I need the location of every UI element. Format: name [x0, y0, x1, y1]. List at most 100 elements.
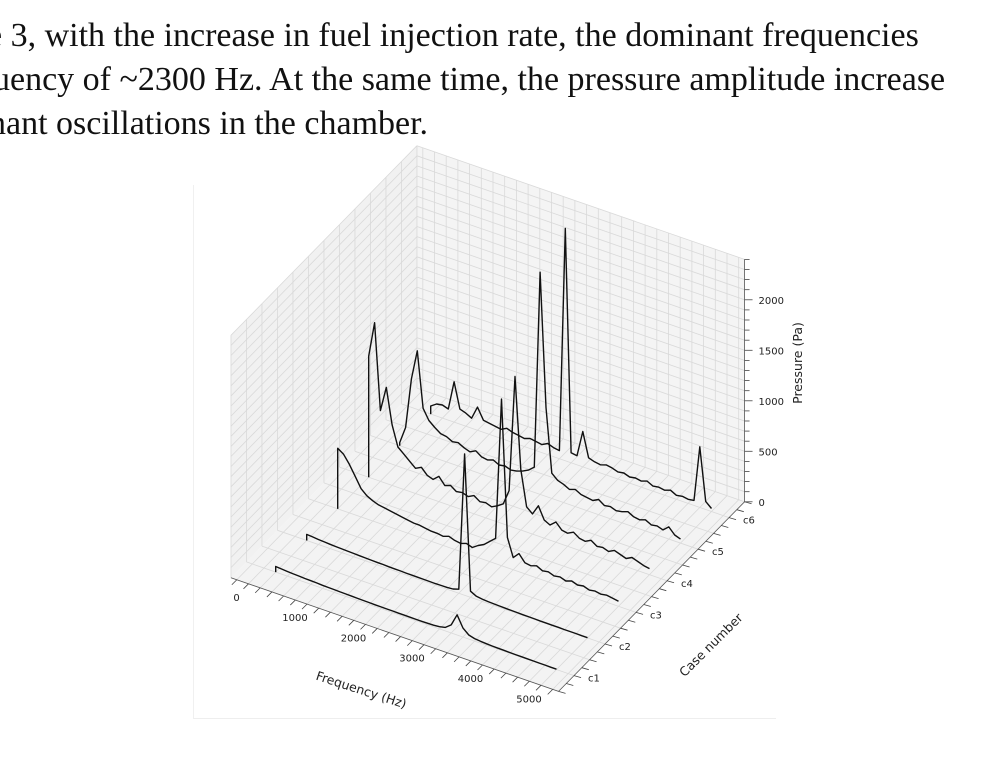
left-wall-gridline: [230, 175, 418, 366]
spectrum-line-c6: [430, 227, 713, 509]
case-tick: [651, 596, 659, 599]
back-wall-gridline: [416, 367, 745, 482]
back-wall-gridline: [416, 246, 745, 361]
left-wall-gridline: [230, 195, 418, 387]
case-tick: [736, 509, 744, 513]
pressure-tick-label: 2000: [759, 296, 784, 307]
frequency-tick: [547, 689, 553, 695]
frequency-tick: [477, 664, 483, 671]
left-wall-gridline: [230, 317, 418, 508]
floor-gridline: [370, 435, 699, 550]
floor-gridline: [292, 514, 621, 629]
case-tick: [682, 564, 690, 568]
back-wall-gridline: [416, 357, 745, 472]
floor-gridline: [339, 466, 668, 582]
frequency-axis-line: [230, 577, 559, 692]
case-tick: [697, 548, 706, 552]
frequency-tick: [500, 672, 507, 679]
paragraph-text: e 3, with the increase in fuel injection…: [0, 0, 1001, 180]
frequency-tick: [231, 579, 238, 586]
case-tick: [659, 588, 667, 592]
frequency-tick: [453, 656, 460, 663]
left-wall-gridline: [230, 256, 418, 447]
case-tick: [721, 525, 729, 528]
back-wall-gridline: [416, 266, 745, 381]
spectrum-line-c2: [306, 453, 588, 639]
paragraph-line: uency of ~2300 Hz. At the same time, the…: [0, 61, 946, 98]
left-wall-gridline: [230, 226, 418, 417]
frequency-tick: [535, 685, 542, 691]
case-tick: [604, 643, 613, 647]
case-tick: [597, 651, 605, 655]
frequency-tick: [360, 624, 366, 630]
frequency-tick-label: 4000: [458, 674, 483, 685]
case-tick-label: c3: [650, 610, 662, 621]
spectrum-line-c1: [275, 565, 557, 670]
back-wall-gridline: [416, 165, 745, 280]
frequency-tick: [524, 680, 530, 687]
case-tick-label: c2: [619, 642, 631, 653]
case-tick: [674, 572, 682, 576]
back-wall-gridline: [416, 205, 745, 321]
frequency-axis-label: Frequency (Hz): [314, 668, 408, 711]
back-wall-gridline: [416, 236, 745, 351]
frequency-tick-label: 1000: [282, 613, 307, 624]
left-wall-gridline: [230, 286, 418, 477]
frequency-tick: [371, 628, 378, 634]
left-wall-gridline: [230, 145, 418, 336]
case-tick: [728, 517, 737, 520]
frequency-tick-label: 5000: [516, 694, 541, 705]
floor-gridline: [401, 403, 730, 518]
case-tick: [690, 556, 698, 560]
floor-gridline: [261, 545, 590, 661]
back-wall-gridline: [416, 286, 745, 402]
left-wall-gridline: [230, 206, 418, 397]
case-tick: [581, 667, 589, 671]
back-wall-gridline: [416, 327, 745, 442]
case-tick: [628, 619, 636, 623]
frequency-tick: [301, 603, 308, 610]
paragraph-line: e 3, with the increase in fuel injection…: [0, 17, 919, 54]
left-wall-gridline: [230, 377, 418, 568]
back-wall-gridline: [416, 256, 745, 371]
case-tick-label: c5: [712, 547, 724, 558]
frequency-tick-label: 3000: [399, 654, 424, 665]
floor-gridline: [385, 419, 714, 534]
left-wall-gridline: [230, 246, 418, 437]
left-wall-gridline: [230, 266, 418, 457]
back-wall-gridline: [416, 377, 745, 493]
left-wall-gridline: [230, 216, 418, 407]
frequency-tick: [243, 583, 249, 590]
case-tick-label: c1: [588, 674, 600, 685]
spectrum-line-c3: [337, 398, 619, 602]
frequency-tick: [442, 652, 448, 659]
floor-gridline: [323, 482, 652, 597]
left-wall-gridline: [230, 276, 418, 467]
back-wall-gridline: [416, 226, 745, 341]
back-wall-gridline: [416, 175, 745, 291]
left-wall-gridline: [230, 236, 418, 427]
back-wall-gridline: [416, 317, 745, 432]
frequency-tick-label: 2000: [341, 633, 366, 644]
paragraph-line: nant oscillations in the chamber.: [0, 105, 429, 142]
case-tick: [566, 683, 574, 686]
case-tick: [589, 659, 597, 663]
frequency-tick: [488, 668, 495, 675]
case-tick: [573, 675, 582, 678]
case-tick-label: c6: [743, 516, 755, 527]
figure-frame: [193, 185, 776, 719]
case-tick-label: c4: [681, 579, 693, 590]
left-wall-gridline: [230, 337, 418, 528]
back-wall-gridline: [416, 337, 745, 452]
case-tick: [635, 612, 644, 615]
case-axis-label: Case number: [676, 609, 746, 679]
frequency-tick: [418, 644, 425, 650]
pressure-axis-label: Pressure (Pa): [790, 322, 805, 404]
frequency-tick: [430, 648, 436, 655]
frequency-tick: [266, 591, 273, 598]
pressure-tick-label: 1500: [759, 346, 784, 357]
frequency-tick: [407, 640, 413, 646]
pressure-tick-label: 500: [759, 447, 778, 458]
pressure-tick-label: 0: [759, 498, 765, 509]
